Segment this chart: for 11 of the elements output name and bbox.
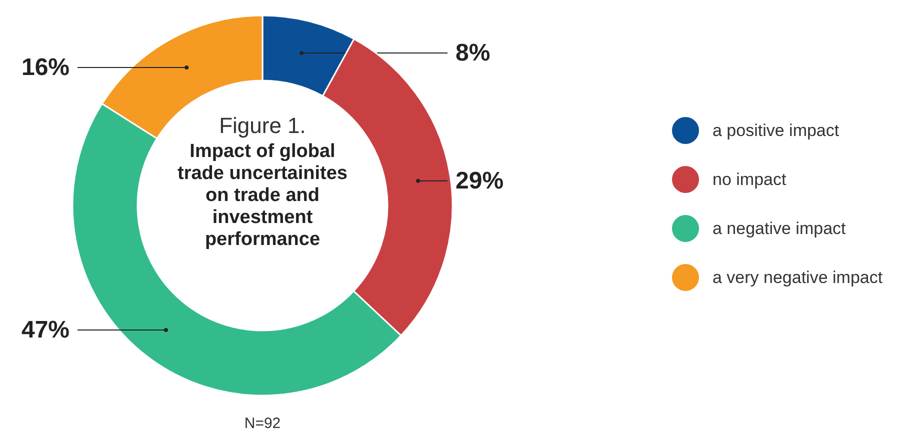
data-label: 47% <box>21 316 70 344</box>
legend-label: no impact <box>712 170 786 189</box>
legend-label: a very negative impact <box>712 268 883 287</box>
data-label: 29% <box>456 167 504 194</box>
text: N=92 <box>244 415 281 432</box>
text: Impact of global trade uncertainites on trade and investment performance <box>178 141 348 250</box>
text: Figure 1. <box>219 113 306 138</box>
data-label: 16% <box>21 54 70 81</box>
data-label: 8% <box>456 39 490 66</box>
legend-label: a negative impact <box>712 219 846 238</box>
legend-label: a positive impact <box>712 121 840 140</box>
